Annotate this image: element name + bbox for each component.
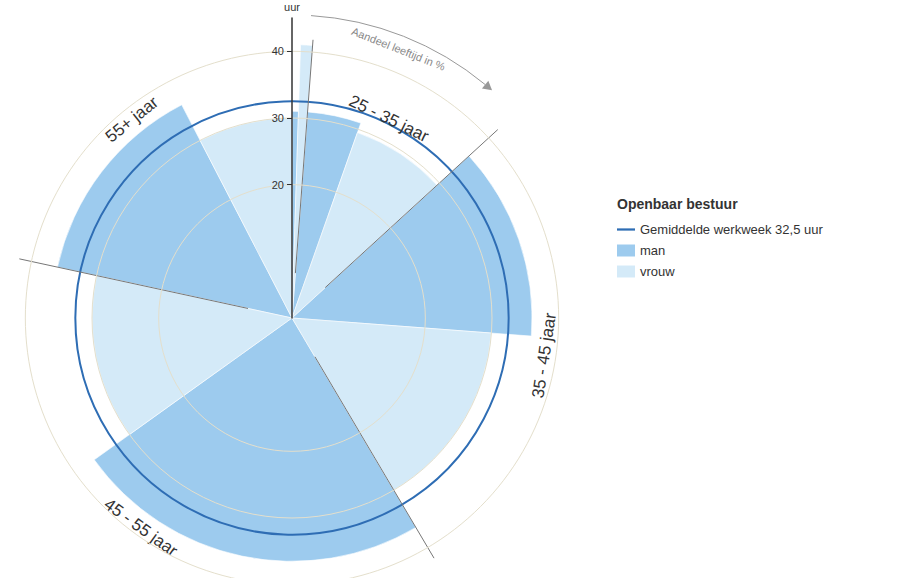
svg-text:20: 20: [272, 179, 284, 191]
svg-text:45 - 55 jaar: 45 - 55 jaar: [100, 495, 181, 561]
svg-text:uur: uur: [284, 1, 300, 13]
svg-text:Gemiddelde werkweek 32,5 uur: Gemiddelde werkweek 32,5 uur: [640, 222, 823, 237]
svg-text:vrouw: vrouw: [640, 264, 675, 279]
svg-text:55+ jaar: 55+ jaar: [102, 92, 162, 146]
svg-text:Aandeel leeftijd in %: Aandeel leeftijd in %: [350, 25, 447, 73]
svg-text:Openbaar bestuur: Openbaar bestuur: [617, 196, 738, 212]
svg-text:25 - 35 jaar: 25 - 35 jaar: [346, 91, 432, 146]
svg-text:40: 40: [272, 45, 284, 57]
svg-text:35 - 45 jaar: 35 - 45 jaar: [529, 311, 560, 399]
svg-text:30: 30: [272, 112, 284, 124]
svg-text:man: man: [640, 243, 665, 258]
